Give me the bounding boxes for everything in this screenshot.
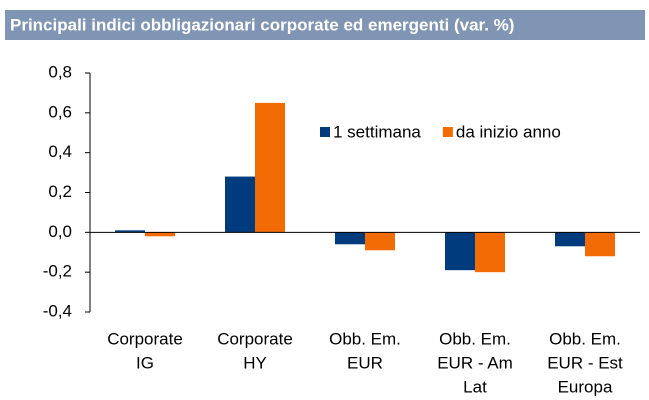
bar bbox=[225, 176, 255, 233]
y-tick-label: 0,6 bbox=[48, 102, 72, 121]
bar bbox=[145, 232, 175, 237]
legend-label: da inizio anno bbox=[456, 122, 561, 141]
bar bbox=[365, 232, 395, 251]
bar bbox=[255, 102, 285, 233]
y-tick-label: 0,2 bbox=[48, 182, 72, 201]
x-tick-label: Obb. Em. bbox=[329, 329, 401, 348]
bar bbox=[445, 232, 475, 271]
y-tick-label: 0,4 bbox=[48, 142, 72, 161]
y-tick-label: -0,2 bbox=[43, 262, 72, 281]
chart-title: Principali indici obbligazionari corpora… bbox=[10, 15, 514, 34]
x-tick-label: Corporate bbox=[217, 329, 293, 348]
x-tick-label: Corporate bbox=[107, 329, 183, 348]
x-tick-label: HY bbox=[243, 353, 267, 372]
x-tick-label: EUR - Am bbox=[437, 353, 513, 372]
x-tick-label: Lat bbox=[463, 377, 487, 396]
x-tick-label: EUR - Est bbox=[547, 353, 623, 372]
title-bar bbox=[5, 10, 645, 40]
legend-swatch bbox=[442, 127, 453, 137]
x-tick-label: Obb. Em. bbox=[549, 329, 621, 348]
y-tick-label: -0,4 bbox=[43, 301, 72, 320]
bar bbox=[585, 232, 615, 257]
bar bbox=[335, 232, 365, 245]
x-tick-label: IG bbox=[136, 353, 154, 372]
legend-label: 1 settimana bbox=[333, 122, 421, 141]
bar bbox=[475, 232, 505, 273]
y-tick-label: 0,0 bbox=[48, 222, 72, 241]
bar bbox=[555, 232, 585, 247]
x-tick-label: EUR bbox=[347, 353, 383, 372]
legend-swatch bbox=[320, 127, 330, 137]
x-tick-label: Europa bbox=[558, 377, 613, 396]
y-tick-label: 0,8 bbox=[48, 62, 72, 81]
x-tick-label: Obb. Em. bbox=[439, 329, 511, 348]
bar bbox=[115, 230, 145, 233]
